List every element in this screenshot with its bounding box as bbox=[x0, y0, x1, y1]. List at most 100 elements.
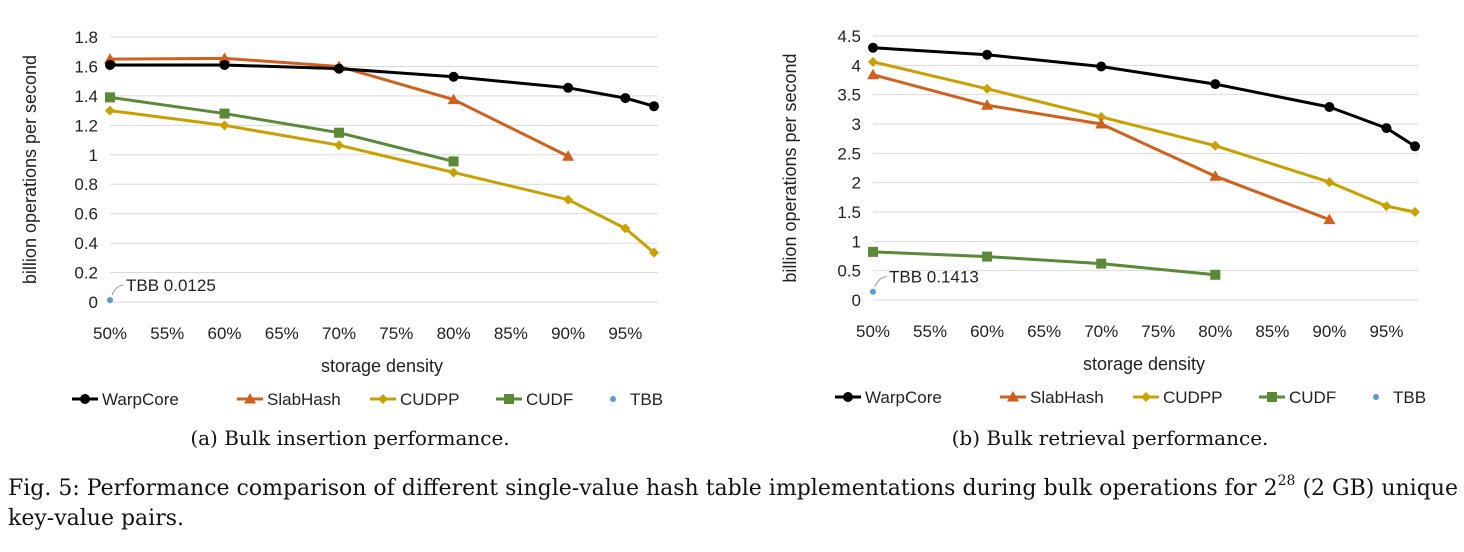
data-point-cudpp bbox=[1324, 177, 1335, 188]
legend-label: CUDPP bbox=[1163, 388, 1223, 407]
data-point-cudpp bbox=[563, 194, 574, 205]
series-slabhash bbox=[867, 68, 1336, 225]
x-tick-label: 70% bbox=[322, 324, 356, 343]
x-tick-label: 55% bbox=[150, 324, 184, 343]
data-point-warpcore bbox=[448, 71, 459, 82]
series-cudf bbox=[868, 246, 1221, 280]
data-point-cudpp bbox=[982, 83, 993, 94]
legend-swatch-marker bbox=[1373, 394, 1379, 400]
data-point-slabhash bbox=[104, 53, 116, 64]
x-tick-label: 80% bbox=[1198, 322, 1232, 341]
x-axis-label: storage density bbox=[321, 356, 443, 376]
legend-label: TBB bbox=[630, 390, 663, 409]
series-cudpp bbox=[105, 105, 659, 258]
x-tick-labels: 50% 55% 60% 65% 70% 75% 80% 85% 90% 95% bbox=[856, 322, 1404, 341]
legend-item-warpcore: WarpCore bbox=[835, 388, 942, 407]
x-tick-label: 95% bbox=[608, 324, 642, 343]
data-point-cudpp bbox=[1381, 201, 1392, 212]
y-axis-label: billion operations per second bbox=[780, 53, 800, 282]
data-point-tbb bbox=[107, 297, 113, 304]
x-tick-label: 85% bbox=[494, 324, 528, 343]
data-point-warpcore bbox=[334, 63, 345, 74]
data-point-tbb bbox=[870, 288, 876, 295]
data-point-warpcore bbox=[219, 59, 230, 70]
y-tick-label: 4 bbox=[852, 56, 861, 75]
data-point-cudpp bbox=[219, 120, 230, 131]
gridlines bbox=[873, 35, 1419, 301]
data-point-cudf bbox=[1210, 269, 1221, 280]
subcaption-b: (b) Bulk retrieval performance. bbox=[951, 426, 1269, 450]
caption-exponent: 28 bbox=[1277, 473, 1296, 489]
y-tick-label: 0 bbox=[89, 293, 98, 312]
x-tick-label: 75% bbox=[379, 324, 413, 343]
series-tbb bbox=[107, 297, 113, 304]
y-tick-label: 1 bbox=[89, 146, 98, 165]
x-tick-label: 50% bbox=[856, 322, 890, 341]
legend-item-tbb: TBB bbox=[1373, 388, 1426, 407]
data-point-slabhash bbox=[867, 68, 879, 80]
data-point-cudf bbox=[1096, 258, 1107, 269]
y-tick-label: 1.4 bbox=[74, 87, 98, 106]
data-point-warpcore bbox=[620, 93, 631, 104]
series-cudf bbox=[105, 92, 459, 167]
series-tbb bbox=[870, 288, 876, 295]
x-tick-label: 55% bbox=[913, 322, 947, 341]
legend-swatch-marker bbox=[1007, 391, 1019, 402]
y-tick-label: 3 bbox=[852, 115, 861, 134]
legend-item-cudf: CUDF bbox=[1259, 388, 1336, 407]
y-tick-label: 0.2 bbox=[74, 264, 98, 283]
data-point-slabhash bbox=[218, 52, 231, 63]
x-tick-label: 85% bbox=[1255, 322, 1289, 341]
data-point-cudpp bbox=[334, 140, 345, 151]
data-point-cudpp bbox=[105, 105, 115, 116]
data-point-slabhash bbox=[981, 99, 994, 110]
subcaption-a: (a) Bulk insertion performance. bbox=[190, 426, 510, 450]
legend-label: CUDF bbox=[526, 390, 573, 409]
series-line-cudpp bbox=[109, 109, 655, 254]
legend-label: WarpCore bbox=[865, 388, 942, 407]
series-warpcore bbox=[868, 42, 1420, 152]
data-point-warpcore bbox=[649, 101, 659, 112]
data-point-cudpp bbox=[1096, 111, 1107, 122]
series-warpcore bbox=[105, 59, 659, 112]
legend-swatch-marker bbox=[610, 396, 616, 402]
y-tick-label: 0 bbox=[852, 291, 861, 310]
y-tick-label: 1.6 bbox=[74, 57, 98, 76]
y-tick-label: 1.2 bbox=[74, 116, 98, 135]
x-tick-label: 70% bbox=[1084, 322, 1118, 341]
data-point-cudf bbox=[448, 156, 459, 167]
data-point-warpcore bbox=[982, 49, 993, 60]
caption-suffix: (2 GB) unique key-value pairs. bbox=[8, 476, 1458, 531]
x-tick-label: 50% bbox=[93, 324, 127, 343]
data-point-cudpp bbox=[620, 223, 631, 234]
legend-label: WarpCore bbox=[102, 390, 179, 409]
x-tick-label: 80% bbox=[437, 324, 471, 343]
legend-item-slabhash: SlabHash bbox=[1000, 388, 1104, 407]
data-point-cudpp bbox=[868, 56, 878, 67]
x-tick-label: 60% bbox=[970, 322, 1004, 341]
data-point-cudf bbox=[868, 246, 878, 257]
legend-swatch-marker bbox=[504, 394, 514, 404]
chart-svg: 0 0.2 0.4 0.6 0.8 1 1.2 1.4 1.6 1.8 50% 55% 60% 65% 70… bbox=[20, 28, 663, 409]
y-tick-label: 4.5 bbox=[837, 27, 861, 46]
x-tick-label: 90% bbox=[551, 324, 585, 343]
annotation-label: TBB 0.1413 bbox=[889, 268, 979, 287]
legend: WarpCore SlabHash CUDPP CUDF TBB bbox=[835, 388, 1426, 407]
annotation-label: TBB 0.0125 bbox=[126, 276, 216, 295]
data-point-cudf bbox=[219, 108, 230, 119]
data-point-cudpp bbox=[649, 247, 659, 258]
data-point-slabhash bbox=[1209, 170, 1222, 181]
data-point-warpcore bbox=[1381, 123, 1392, 134]
data-point-cudpp bbox=[1410, 207, 1420, 217]
y-tick-label: 1.5 bbox=[837, 203, 861, 222]
legend-swatch-marker bbox=[244, 393, 256, 404]
chart-svg: 0 0.5 1 1.5 2 2.5 3 3.5 4 4.5 50% 55% 60% 65% 70% 75% 80… bbox=[780, 27, 1426, 407]
legend-swatch-marker bbox=[843, 392, 853, 402]
chart-bulk-insertion: 0 0.2 0.4 0.6 0.8 1 1.2 1.4 1.6 1.8 50% 55% 60% 65% 70… bbox=[0, 0, 700, 420]
series-cudpp bbox=[868, 56, 1420, 217]
caption-prefix: Fig. 5: Performance comparison of differ… bbox=[8, 476, 1278, 501]
series-line-cudf bbox=[872, 250, 1216, 277]
x-axis-label: storage density bbox=[1083, 354, 1205, 374]
y-axis-label: billion operations per second bbox=[20, 55, 40, 284]
legend-label: CUDF bbox=[1289, 388, 1336, 407]
